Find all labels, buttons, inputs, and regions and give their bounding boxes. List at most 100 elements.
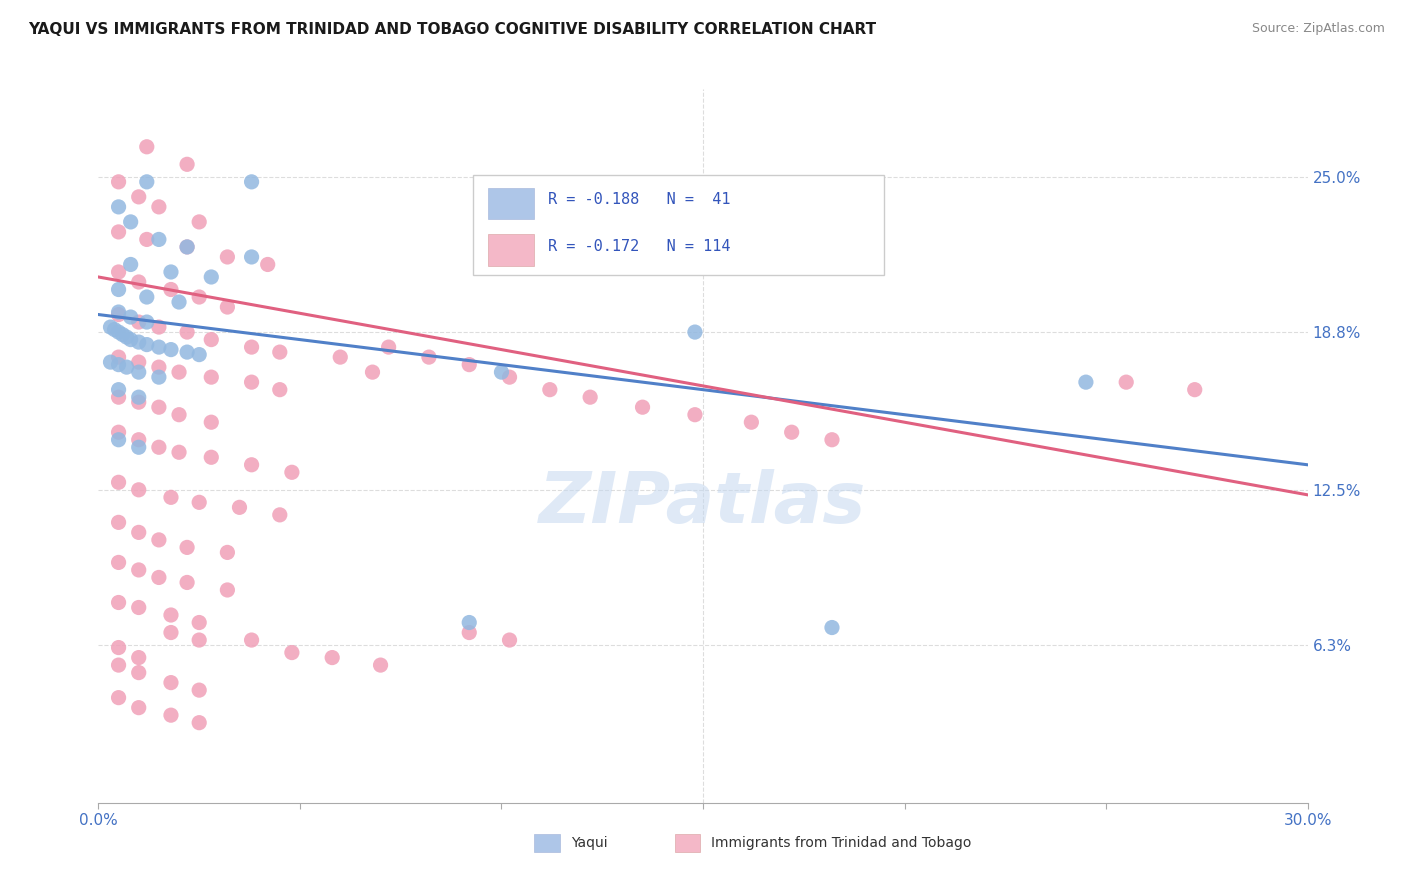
- Point: [107, 175, 129, 189]
- Point: [281, 646, 304, 660]
- Point: [176, 240, 198, 254]
- Point: [128, 650, 150, 665]
- Point: [120, 333, 142, 347]
- Point: [107, 305, 129, 319]
- Point: [135, 232, 157, 246]
- Point: [418, 350, 440, 364]
- Point: [107, 350, 129, 364]
- Point: [128, 395, 150, 409]
- Point: [498, 370, 520, 384]
- Point: [160, 283, 183, 297]
- Point: [160, 491, 183, 505]
- Point: [148, 533, 170, 547]
- Point: [107, 516, 129, 530]
- Point: [176, 325, 198, 339]
- Point: [160, 675, 183, 690]
- Point: [107, 556, 129, 570]
- Point: [167, 365, 190, 379]
- Point: [740, 415, 762, 429]
- Point: [269, 508, 291, 522]
- Point: [256, 257, 278, 271]
- Point: [107, 425, 129, 440]
- Point: [107, 433, 129, 447]
- Point: [107, 325, 129, 339]
- Point: [377, 340, 399, 354]
- Point: [188, 683, 211, 698]
- Point: [176, 157, 198, 171]
- Point: [128, 665, 150, 680]
- Point: [148, 440, 170, 454]
- Point: [188, 715, 211, 730]
- Point: [107, 658, 129, 673]
- Point: [188, 633, 211, 648]
- Text: R = -0.172   N = 114: R = -0.172 N = 114: [548, 239, 731, 253]
- Text: YAQUI VS IMMIGRANTS FROM TRINIDAD AND TOBAGO COGNITIVE DISABILITY CORRELATION CH: YAQUI VS IMMIGRANTS FROM TRINIDAD AND TO…: [28, 22, 876, 37]
- Point: [120, 215, 142, 229]
- Point: [100, 355, 122, 369]
- Point: [361, 365, 384, 379]
- Point: [115, 360, 138, 375]
- Point: [176, 541, 198, 555]
- Point: [111, 327, 134, 342]
- Text: R = -0.188   N =  41: R = -0.188 N = 41: [548, 193, 731, 207]
- Point: [107, 690, 129, 705]
- Point: [631, 400, 654, 414]
- Point: [128, 390, 150, 404]
- Point: [821, 621, 844, 635]
- Point: [148, 232, 170, 246]
- Point: [135, 290, 157, 304]
- Point: [128, 440, 150, 454]
- Point: [135, 315, 157, 329]
- Point: [128, 355, 150, 369]
- Point: [217, 545, 239, 559]
- Point: [160, 343, 183, 357]
- Point: [240, 340, 263, 354]
- Point: [1074, 375, 1097, 389]
- Point: [240, 633, 263, 648]
- Point: [128, 600, 150, 615]
- Point: [1184, 383, 1206, 397]
- Point: [200, 415, 222, 429]
- Point: [167, 295, 190, 310]
- Point: [128, 700, 150, 714]
- Point: [200, 370, 222, 384]
- Point: [217, 300, 239, 314]
- Point: [821, 433, 844, 447]
- Point: [148, 200, 170, 214]
- Point: [107, 475, 129, 490]
- Point: [217, 250, 239, 264]
- Point: [107, 283, 129, 297]
- Point: [160, 607, 183, 622]
- Point: [498, 633, 520, 648]
- Point: [491, 365, 513, 379]
- Point: [167, 408, 190, 422]
- Point: [281, 465, 304, 479]
- Point: [217, 582, 239, 597]
- Point: [188, 615, 211, 630]
- Point: [160, 708, 183, 723]
- Point: [269, 345, 291, 359]
- Point: [148, 340, 170, 354]
- Point: [107, 200, 129, 214]
- FancyBboxPatch shape: [474, 175, 884, 275]
- Point: [188, 215, 211, 229]
- Point: [160, 625, 183, 640]
- Point: [103, 322, 125, 336]
- Text: Yaqui: Yaqui: [571, 836, 607, 850]
- Point: [148, 400, 170, 414]
- Point: [135, 140, 157, 154]
- Point: [683, 325, 706, 339]
- Point: [135, 337, 157, 351]
- Point: [188, 290, 211, 304]
- Point: [160, 265, 183, 279]
- Point: [115, 330, 138, 344]
- Point: [120, 310, 142, 324]
- Point: [329, 350, 352, 364]
- Point: [120, 257, 142, 271]
- Point: [579, 390, 602, 404]
- Point: [228, 500, 250, 515]
- FancyBboxPatch shape: [488, 235, 534, 266]
- Point: [128, 315, 150, 329]
- Point: [176, 240, 198, 254]
- Point: [370, 658, 392, 673]
